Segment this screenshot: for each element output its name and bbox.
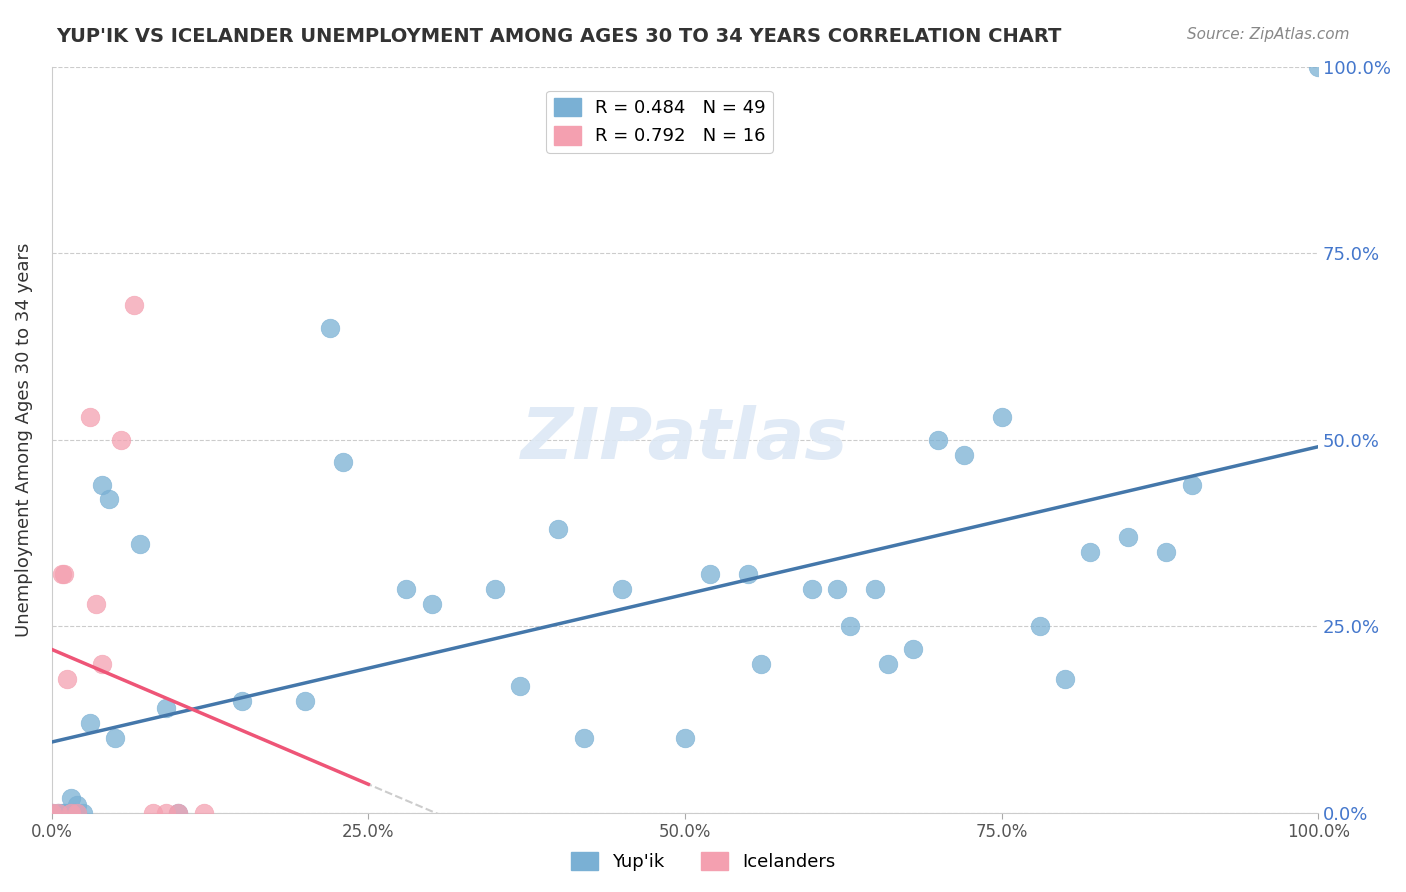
Point xyxy=(142,805,165,820)
Point xyxy=(1116,530,1139,544)
Point xyxy=(66,798,89,813)
Point xyxy=(1028,619,1050,633)
Legend: Yup'ik, Icelanders: Yup'ik, Icelanders xyxy=(564,845,842,879)
Point xyxy=(41,805,63,820)
Point xyxy=(749,657,772,671)
Point xyxy=(952,448,974,462)
Point xyxy=(129,537,152,551)
Point xyxy=(420,597,443,611)
Point xyxy=(59,805,82,820)
Point xyxy=(155,701,177,715)
Point xyxy=(59,805,82,820)
Point xyxy=(863,582,886,596)
Text: Source: ZipAtlas.com: Source: ZipAtlas.com xyxy=(1187,27,1350,42)
Point xyxy=(56,672,79,686)
Point xyxy=(53,567,76,582)
Point xyxy=(294,694,316,708)
Point xyxy=(66,805,89,820)
Point xyxy=(876,657,898,671)
Point xyxy=(110,433,132,447)
Point xyxy=(927,433,949,447)
Point xyxy=(1154,544,1177,558)
Point xyxy=(990,410,1012,425)
Point xyxy=(51,805,73,820)
Point xyxy=(122,298,145,312)
Point xyxy=(51,567,73,582)
Legend: R = 0.484   N = 49, R = 0.792   N = 16: R = 0.484 N = 49, R = 0.792 N = 16 xyxy=(547,91,773,153)
Point xyxy=(395,582,418,596)
Point xyxy=(484,582,506,596)
Point xyxy=(699,567,721,582)
Text: YUP'IK VS ICELANDER UNEMPLOYMENT AMONG AGES 30 TO 34 YEARS CORRELATION CHART: YUP'IK VS ICELANDER UNEMPLOYMENT AMONG A… xyxy=(56,27,1062,45)
Point xyxy=(1180,477,1202,491)
Point xyxy=(97,492,120,507)
Point xyxy=(59,791,82,805)
Point xyxy=(1053,672,1076,686)
Point xyxy=(91,657,114,671)
Point xyxy=(737,567,759,582)
Point xyxy=(572,731,595,746)
Point xyxy=(800,582,823,596)
Point xyxy=(193,805,215,820)
Point xyxy=(79,716,101,731)
Point xyxy=(91,477,114,491)
Text: ZIPatlas: ZIPatlas xyxy=(522,405,849,475)
Point xyxy=(46,805,69,820)
Point xyxy=(79,410,101,425)
Y-axis label: Unemployment Among Ages 30 to 34 years: Unemployment Among Ages 30 to 34 years xyxy=(15,243,32,637)
Point xyxy=(1078,544,1101,558)
Point xyxy=(231,694,253,708)
Point xyxy=(610,582,633,596)
Point xyxy=(901,641,924,656)
Point xyxy=(332,455,354,469)
Point xyxy=(84,597,107,611)
Point xyxy=(41,805,63,820)
Point xyxy=(56,805,79,820)
Point xyxy=(319,320,342,334)
Point xyxy=(167,805,190,820)
Point xyxy=(825,582,848,596)
Point xyxy=(53,805,76,820)
Point xyxy=(72,805,94,820)
Point xyxy=(838,619,860,633)
Point xyxy=(66,805,89,820)
Point xyxy=(673,731,696,746)
Point xyxy=(167,805,190,820)
Point xyxy=(46,805,69,820)
Point xyxy=(1308,60,1330,74)
Point xyxy=(104,731,127,746)
Point xyxy=(509,679,531,693)
Point xyxy=(63,805,86,820)
Point xyxy=(547,522,569,536)
Point xyxy=(155,805,177,820)
